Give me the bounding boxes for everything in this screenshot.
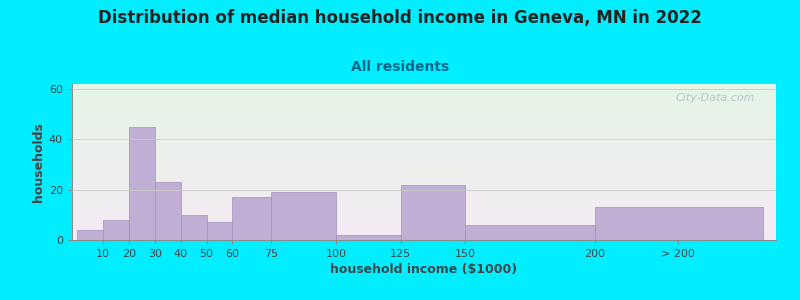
Text: Distribution of median household income in Geneva, MN in 2022: Distribution of median household income … xyxy=(98,9,702,27)
Bar xyxy=(595,207,763,240)
Bar xyxy=(181,215,206,240)
Bar xyxy=(401,184,466,240)
Bar xyxy=(206,222,233,240)
Bar xyxy=(77,230,103,240)
Bar xyxy=(129,127,155,240)
Text: All residents: All residents xyxy=(351,60,449,74)
Bar xyxy=(155,182,181,240)
Text: City-Data.com: City-Data.com xyxy=(675,93,755,103)
Bar xyxy=(271,192,336,240)
Y-axis label: households: households xyxy=(32,122,45,202)
Bar xyxy=(103,220,129,240)
X-axis label: household income ($1000): household income ($1000) xyxy=(330,263,518,276)
Bar xyxy=(233,197,271,240)
Bar xyxy=(466,225,595,240)
Bar xyxy=(336,235,401,240)
